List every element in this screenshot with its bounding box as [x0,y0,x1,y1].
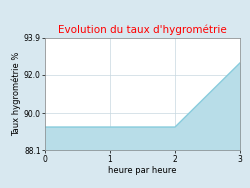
Y-axis label: Taux hygrométrie %: Taux hygrométrie % [12,52,21,136]
Title: Evolution du taux d'hygrométrie: Evolution du taux d'hygrométrie [58,25,227,35]
X-axis label: heure par heure: heure par heure [108,166,177,175]
